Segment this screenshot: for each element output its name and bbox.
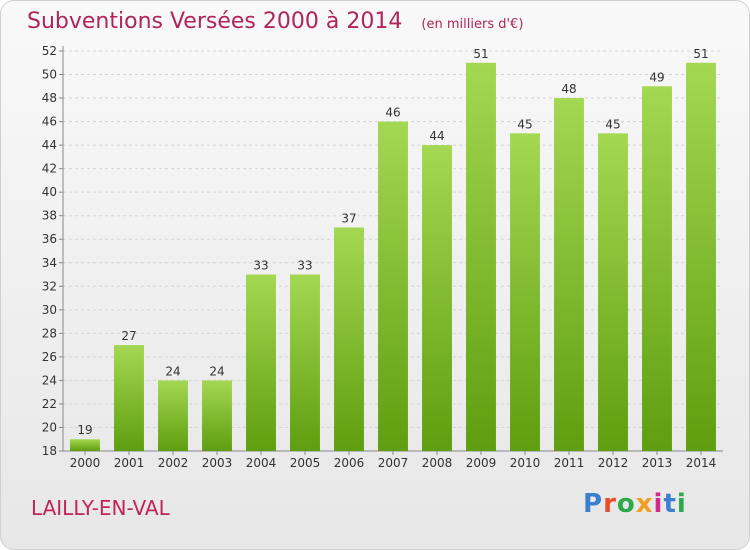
bar (642, 86, 672, 451)
x-tick-label: 2008 (422, 456, 453, 470)
x-tick-label: 2006 (334, 456, 365, 470)
data-label: 37 (341, 211, 356, 225)
title-row: Subventions Versées 2000 à 2014 (en mill… (27, 9, 523, 34)
bar (114, 345, 144, 451)
chart-subtitle: (en milliers d'€) (421, 17, 524, 32)
data-label: 51 (473, 47, 488, 61)
bar (422, 145, 452, 451)
x-tick-label: 2014 (686, 456, 717, 470)
data-label: 45 (517, 117, 532, 131)
data-label: 19 (77, 423, 92, 437)
x-tick-label: 2005 (290, 456, 321, 470)
data-label: 49 (649, 70, 664, 84)
x-tick-label: 2011 (554, 456, 585, 470)
y-tick-label: 42 (42, 162, 57, 176)
y-tick-label: 32 (42, 279, 57, 293)
logo-letter: P (583, 489, 604, 519)
y-tick-label: 20 (42, 420, 57, 434)
proxiti-logo: Proxiti (583, 489, 687, 519)
bar (290, 274, 320, 451)
y-tick-label: 18 (42, 444, 57, 458)
y-tick-label: 40 (42, 185, 57, 199)
y-tick-label: 36 (42, 232, 57, 246)
data-label: 46 (385, 106, 400, 120)
chart-title: Subventions Versées 2000 à 2014 (27, 9, 403, 34)
data-label: 48 (561, 82, 576, 96)
bar (70, 439, 100, 451)
bar (554, 98, 584, 451)
place-name: LAILLY-EN-VAL (31, 496, 170, 520)
x-tick-label: 2000 (70, 456, 101, 470)
x-tick-label: 2001 (114, 456, 145, 470)
y-tick-label: 52 (42, 44, 57, 58)
x-tick-label: 2007 (378, 456, 409, 470)
bar (510, 133, 540, 451)
logo-letter: i (676, 489, 687, 519)
x-tick-label: 2002 (158, 456, 189, 470)
y-tick-label: 24 (42, 373, 57, 387)
bar (598, 133, 628, 451)
data-label: 27 (121, 329, 136, 343)
logo-letter: x (635, 489, 654, 519)
y-tick-label: 46 (42, 115, 57, 129)
bar-chart: 18 20 22 24 26 28 30 32 34 36 38 40 42 44 46 48 50 52 19 20… (42, 44, 723, 470)
data-label: 33 (297, 259, 312, 273)
bar (202, 380, 232, 451)
data-label: 51 (693, 47, 708, 61)
logo-letter: o (616, 489, 636, 519)
bar (686, 62, 716, 451)
bar (334, 227, 364, 451)
bar (378, 121, 408, 452)
bar (466, 62, 496, 451)
x-tick-label: 2004 (246, 456, 277, 470)
logo-letter: i (653, 489, 664, 519)
y-tick-label: 30 (42, 303, 57, 317)
data-label: 44 (429, 129, 444, 143)
y-tick-label: 26 (42, 350, 57, 364)
x-tick-label: 2013 (642, 456, 673, 470)
data-label: 24 (209, 364, 224, 378)
logo-letter: t (663, 489, 677, 519)
x-tick-label: 2003 (202, 456, 233, 470)
logo-letter: r (603, 489, 617, 519)
y-tick-label: 38 (42, 209, 57, 223)
y-tick-label: 44 (42, 138, 57, 152)
y-tick-label: 48 (42, 91, 57, 105)
data-label: 45 (605, 117, 620, 131)
data-label: 24 (165, 364, 180, 378)
x-tick-label: 2009 (466, 456, 497, 470)
data-label: 33 (253, 259, 268, 273)
x-tick-label: 2012 (598, 456, 629, 470)
bar (158, 380, 188, 451)
x-tick-label: 2010 (510, 456, 541, 470)
bar (246, 274, 276, 451)
y-tick-label: 28 (42, 326, 57, 340)
y-tick-label: 50 (42, 68, 57, 82)
y-tick-label: 22 (42, 397, 57, 411)
y-tick-label: 34 (42, 256, 57, 270)
